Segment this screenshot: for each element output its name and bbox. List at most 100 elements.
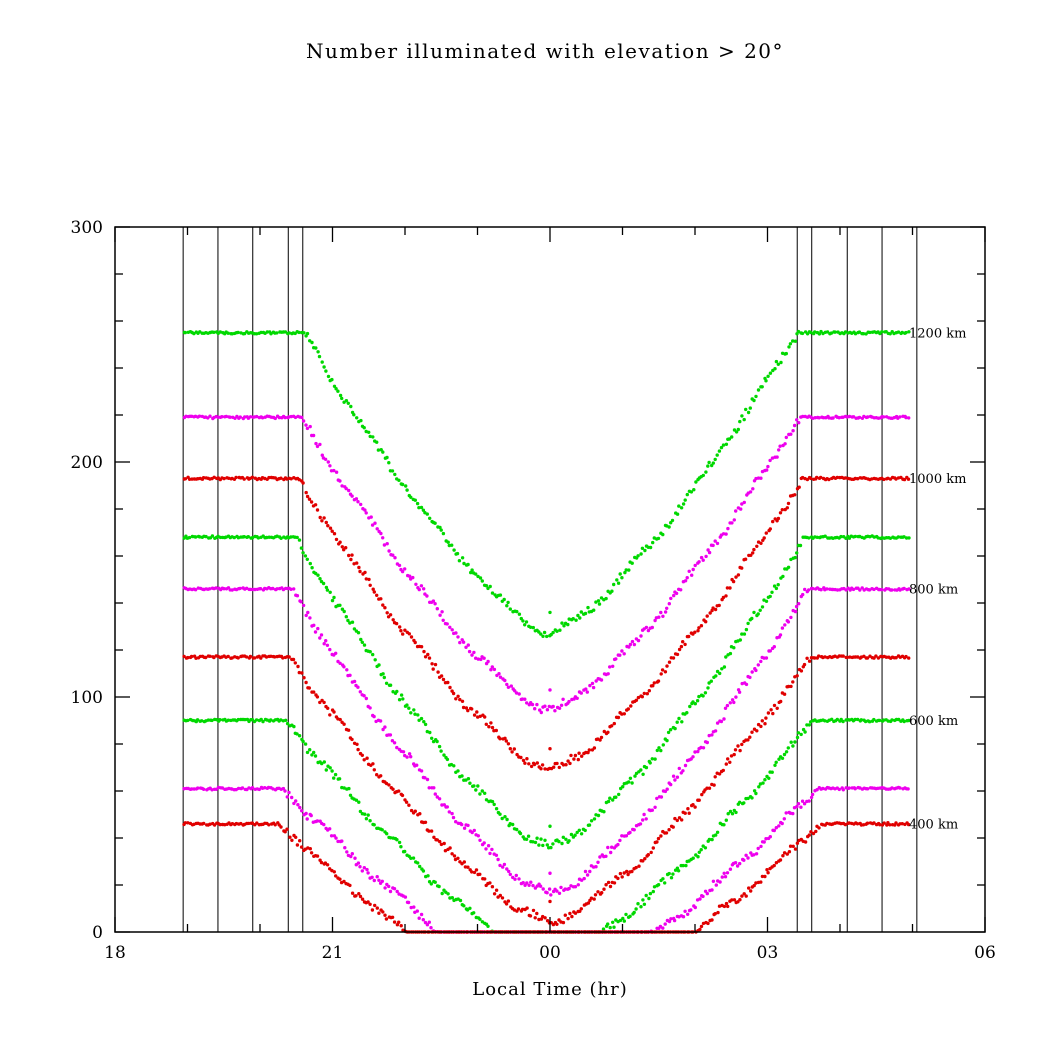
data-point: [577, 751, 581, 755]
data-point: [525, 757, 529, 761]
data-point: [333, 772, 338, 777]
data-point: [557, 765, 561, 770]
data-point: [712, 783, 716, 787]
data-point: [725, 586, 730, 590]
data-point: [882, 821, 886, 825]
data-point: [201, 476, 206, 480]
data-point: [904, 330, 908, 335]
data-point: [349, 404, 353, 409]
data-point: [325, 863, 330, 867]
data-point: [368, 819, 372, 823]
data-point: [585, 690, 589, 694]
data-point: [355, 416, 359, 420]
data-point: [367, 577, 371, 582]
data-point: [907, 416, 911, 420]
data-point: [606, 845, 610, 850]
data-point: [717, 772, 722, 776]
data-point: [904, 654, 908, 659]
data-point: [586, 605, 590, 610]
data-point: [338, 540, 342, 544]
data-point: [872, 587, 876, 592]
data-point: [409, 755, 413, 759]
data-point: [855, 477, 860, 481]
data-point: [732, 752, 736, 757]
data-point: [855, 822, 860, 826]
data-point: [476, 715, 480, 719]
data-point: [630, 639, 635, 644]
data-point: [419, 769, 424, 773]
data-point: [677, 766, 681, 771]
data-point: [506, 685, 511, 689]
data-point: [740, 632, 744, 636]
data-point: [676, 869, 681, 873]
data-point: [579, 610, 583, 614]
data-point: [322, 700, 326, 705]
data-point: [422, 649, 426, 654]
data-point: [360, 897, 365, 901]
data-point: [483, 715, 487, 719]
data-point: [502, 862, 507, 867]
data-point: [417, 916, 421, 920]
x-axis-label: Local Time (hr): [472, 979, 628, 1000]
data-point: [650, 625, 654, 630]
data-point: [770, 456, 775, 460]
data-point: [729, 754, 734, 758]
data-point: [306, 610, 310, 615]
data-point: [340, 396, 344, 401]
data-point: [320, 360, 324, 364]
data-point: [744, 894, 748, 898]
data-point: [240, 786, 245, 790]
data-point: [588, 683, 592, 688]
data-point: [397, 840, 402, 845]
data-point: [371, 587, 375, 591]
data-point: [528, 625, 533, 629]
data-point: [872, 821, 876, 825]
data-point: [281, 786, 286, 791]
data-point: [685, 492, 689, 497]
data-point: [242, 535, 246, 539]
data-point: [462, 904, 466, 908]
data-point: [851, 587, 856, 592]
data-point: [709, 679, 713, 683]
data-point: [301, 603, 306, 608]
data-point: [657, 615, 661, 619]
data-point: [334, 537, 339, 542]
altitude-label: 1000 km: [909, 472, 966, 487]
data-point: [197, 414, 202, 418]
data-point: [681, 915, 686, 919]
data-point: [697, 694, 701, 699]
data-point: [324, 768, 328, 772]
data-point: [847, 786, 851, 790]
data-point: [460, 774, 464, 778]
data-point: [310, 753, 314, 757]
data-point: [639, 552, 643, 556]
data-point: [612, 582, 616, 587]
data-point: [452, 854, 457, 858]
data-point: [705, 614, 709, 618]
data-point: [377, 878, 381, 882]
data-point: [684, 863, 688, 868]
data-point: [723, 706, 728, 710]
data-point: [789, 615, 793, 620]
data-point: [704, 620, 708, 624]
data-point: [611, 664, 615, 668]
data-point: [781, 574, 785, 579]
data-point: [304, 423, 308, 427]
data-point: [743, 557, 748, 561]
data-point: [567, 839, 571, 843]
data-point: [752, 547, 756, 552]
data-point: [652, 681, 656, 685]
data-point: [422, 720, 426, 724]
data-point: [436, 670, 440, 674]
data-point: [193, 588, 198, 592]
data-point: [693, 563, 697, 568]
data-point: [710, 918, 714, 922]
x-tick-label: 00: [539, 943, 561, 963]
data-point: [673, 726, 677, 731]
data-point: [907, 330, 911, 334]
data-point: [641, 818, 645, 822]
data-point: [287, 331, 291, 335]
data-point: [710, 733, 714, 737]
data-point: [758, 608, 762, 612]
data-point: [677, 716, 681, 721]
